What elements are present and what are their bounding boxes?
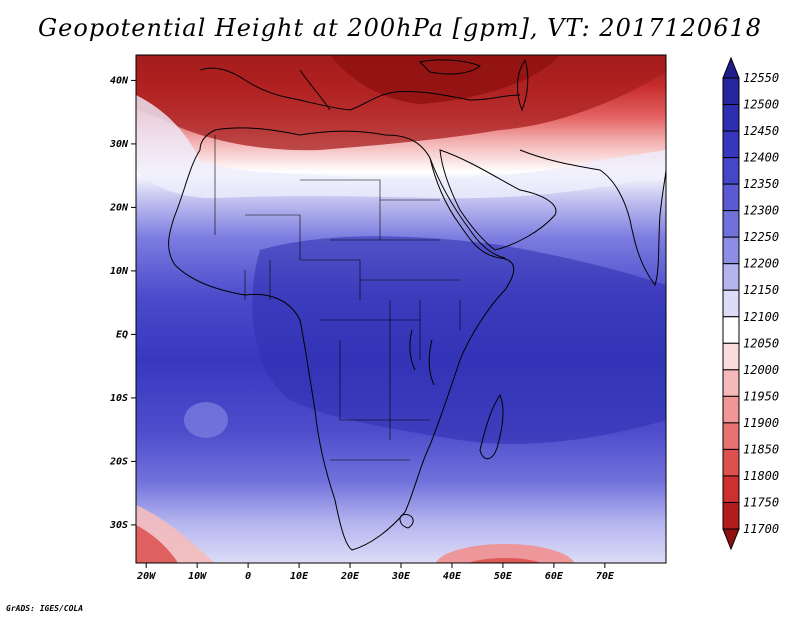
colorbar-box bbox=[722, 448, 740, 477]
geopotential-field bbox=[136, 55, 666, 563]
lon-label: 60E bbox=[545, 571, 564, 582]
colorbar-box bbox=[722, 77, 740, 106]
colorbar-box bbox=[722, 422, 740, 450]
colorbar-box bbox=[722, 501, 740, 530]
colorbar-label: 12150 bbox=[743, 283, 779, 297]
lon-label: 0 bbox=[245, 571, 251, 582]
colorbar-box bbox=[722, 183, 740, 212]
colorbar-label: 12550 bbox=[743, 71, 779, 85]
colorbar-box bbox=[722, 263, 740, 291]
lat-label: 10N bbox=[110, 266, 129, 277]
colorbar-label: 12450 bbox=[743, 124, 779, 138]
colorbar-box bbox=[722, 316, 740, 344]
colorbar-label: 11750 bbox=[743, 495, 779, 509]
colorbar-label: 12250 bbox=[743, 230, 779, 244]
lon-label: 20E bbox=[340, 571, 360, 582]
lat-label: EQ bbox=[116, 329, 128, 340]
lon-label: 50E bbox=[494, 571, 513, 582]
colorbar-top-arrow bbox=[722, 56, 740, 79]
lat-label: 40N bbox=[110, 75, 129, 86]
colorbar-box bbox=[722, 130, 740, 159]
colorbar-label: 11950 bbox=[743, 389, 779, 403]
colorbar-box bbox=[722, 289, 740, 318]
lon-label: 10W bbox=[188, 571, 207, 582]
lat-label: 20S bbox=[109, 456, 128, 467]
latitude-axis: 40N 30N 20N 10N EQ 10S 20S 30S bbox=[109, 75, 136, 531]
colorbar-label: 12000 bbox=[743, 363, 779, 377]
lat-label: 30S bbox=[109, 520, 128, 531]
colorbar-box bbox=[722, 475, 740, 503]
colorbar-label: 11800 bbox=[743, 469, 779, 483]
lat-label: 20N bbox=[109, 202, 129, 213]
lon-label: 70E bbox=[596, 571, 615, 582]
colorbar-label: 12050 bbox=[743, 336, 779, 350]
lat-label: 10S bbox=[110, 393, 128, 404]
lon-label: 10E bbox=[290, 571, 309, 582]
colorbar-label: 12400 bbox=[743, 151, 779, 165]
colorbar-label: 12100 bbox=[743, 310, 779, 324]
colorbar-box bbox=[722, 236, 740, 265]
colorbar-label: 12500 bbox=[743, 98, 779, 112]
colorbar-box bbox=[722, 342, 740, 371]
lat-label: 30N bbox=[109, 139, 129, 150]
longitude-axis: 20W 10W 0 10E 20E 30E 40E 50E 60E 70E bbox=[136, 563, 615, 582]
colorbar-box bbox=[722, 369, 740, 397]
colorbar-box bbox=[722, 395, 740, 424]
map-title: Geopotential Height at 200hPa [gpm], VT:… bbox=[38, 14, 762, 42]
colorbar-label: 11700 bbox=[743, 522, 779, 536]
colorbar: 12550 12500 12450 12400 12350 12300 12250 12200… bbox=[722, 56, 779, 551]
colorbar-label: 12350 bbox=[743, 177, 779, 191]
colorbar-label: 12300 bbox=[743, 204, 779, 218]
grads-credit: GrADS: IGES/COLA bbox=[6, 604, 84, 613]
colorbar-label: 11850 bbox=[743, 442, 779, 456]
lon-label: 30E bbox=[391, 571, 411, 582]
colorbar-box bbox=[722, 210, 740, 238]
colorbar-label: 12200 bbox=[743, 257, 779, 271]
lon-label: 20W bbox=[136, 571, 156, 582]
lon-label: 40E bbox=[443, 571, 462, 582]
colorbar-label: 11900 bbox=[743, 416, 779, 430]
colorbar-bottom-arrow bbox=[722, 528, 740, 551]
colorbar-box bbox=[722, 157, 740, 185]
colorbar-box bbox=[722, 104, 740, 132]
